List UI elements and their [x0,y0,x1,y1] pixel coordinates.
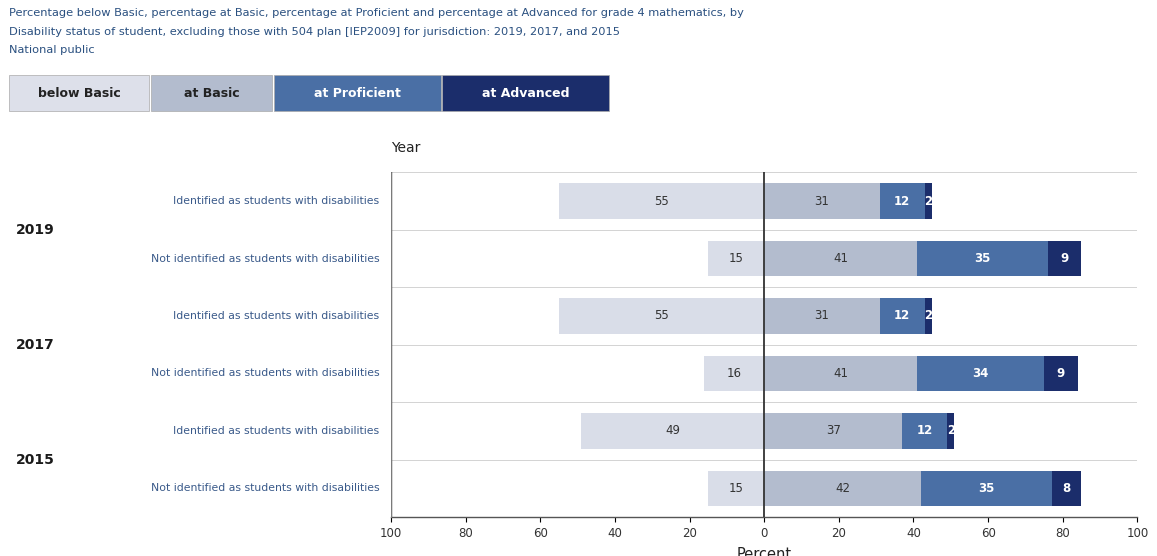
X-axis label: Percent: Percent [737,547,791,556]
Bar [765,470,921,506]
Bar [765,298,879,334]
Text: 2: 2 [924,195,933,207]
Text: 15: 15 [729,482,744,495]
Bar [902,413,948,449]
Bar [924,183,933,219]
Bar [765,241,918,276]
Text: 2017: 2017 [16,337,54,352]
Text: 31: 31 [815,310,830,322]
Text: 35: 35 [974,252,990,265]
Bar [918,356,1044,391]
Text: Disability status of student, excluding those with 504 plan [IEP2009] for jurisd: Disability status of student, excluding … [9,27,620,37]
Text: 31: 31 [815,195,830,207]
Bar [918,241,1048,276]
Text: below Basic: below Basic [38,87,120,100]
Text: Identified as students with disabilities: Identified as students with disabilities [174,426,379,436]
Bar [765,413,902,449]
Bar [9,75,149,111]
Bar [442,75,609,111]
Text: 2019: 2019 [16,223,54,237]
Text: Not identified as students with disabilities: Not identified as students with disabili… [150,483,379,493]
Text: 42: 42 [835,482,850,495]
Text: 55: 55 [654,195,669,207]
Text: at Proficient: at Proficient [314,87,400,100]
Text: 2015: 2015 [16,453,54,466]
Text: Identified as students with disabilities: Identified as students with disabilities [174,196,379,206]
Bar [581,413,765,449]
Bar [924,298,933,334]
Bar [559,183,765,219]
Text: 9: 9 [1061,252,1069,265]
Bar [708,241,765,276]
Text: 9: 9 [1056,367,1064,380]
Bar [150,75,272,111]
Text: Identified as students with disabilities: Identified as students with disabilities [174,311,379,321]
Text: at Basic: at Basic [184,87,239,100]
Text: 35: 35 [978,482,994,495]
Text: 55: 55 [654,310,669,322]
Text: Not identified as students with disabilities: Not identified as students with disabili… [150,369,379,379]
Bar [879,183,924,219]
Text: 2: 2 [924,310,933,322]
Bar [921,470,1052,506]
Text: 37: 37 [826,424,841,438]
Bar [1044,356,1077,391]
Text: 34: 34 [972,367,989,380]
Text: National public: National public [9,45,95,55]
Bar [708,470,765,506]
Text: 15: 15 [729,252,744,265]
Bar [879,298,924,334]
Text: Year: Year [391,141,420,155]
Bar [559,298,765,334]
Text: Percentage below Basic, percentage at Basic, percentage at Proficient and percen: Percentage below Basic, percentage at Ba… [9,8,744,18]
Text: at Advanced: at Advanced [482,87,569,100]
Text: 12: 12 [894,310,911,322]
Bar [948,413,955,449]
Bar [765,356,918,391]
Text: 41: 41 [833,252,848,265]
Text: 12: 12 [894,195,911,207]
Bar [705,356,765,391]
Text: 41: 41 [833,367,848,380]
Bar [274,75,441,111]
Bar [765,183,879,219]
Text: 8: 8 [1062,482,1070,495]
Text: Not identified as students with disabilities: Not identified as students with disabili… [150,254,379,264]
Text: 49: 49 [665,424,680,438]
Text: 16: 16 [727,367,742,380]
Bar [1052,470,1082,506]
Text: 12: 12 [916,424,933,438]
Bar [1048,241,1082,276]
Text: 2: 2 [946,424,955,438]
